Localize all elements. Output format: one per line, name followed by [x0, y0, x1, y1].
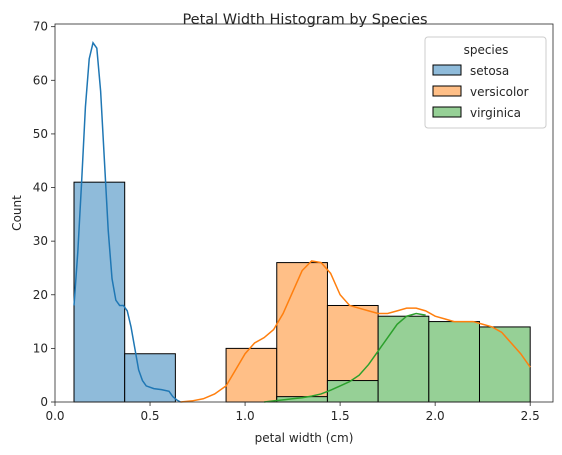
bar-virginica-6 [377, 315, 430, 403]
legend-frame [424, 36, 547, 129]
legend-swatch-setosa [432, 64, 462, 76]
bar-virginica-5 [326, 380, 379, 403]
bar-setosa-1 [124, 353, 176, 403]
legend-swatch-virginica [432, 106, 462, 118]
x-axis-label: petal width (cm) [255, 431, 354, 445]
y-tick-label: 20 [33, 288, 48, 302]
kde-line-virginica [263, 312, 426, 403]
x-tick-label: 2.5 [521, 409, 540, 423]
y-axis: 0 10 20 30 40 50 60 70 [33, 20, 55, 409]
x-tick-label: 0.5 [140, 409, 159, 423]
chart-title: Petal Width Histogram by Species [182, 12, 427, 28]
y-tick-label: 50 [33, 127, 48, 141]
x-tick-label: 0.0 [45, 409, 64, 423]
legend-label-virginica: virginica [470, 106, 521, 120]
kde-line-setosa [73, 40, 181, 403]
x-tick-label: 1.5 [331, 409, 350, 423]
legend: species setosa versicolor virginica [424, 36, 547, 129]
bar-virginica-7 [428, 321, 480, 403]
y-tick-label: 40 [33, 181, 48, 195]
x-axis: 0.0 0.5 1.0 1.5 2.0 2.5 [45, 402, 540, 423]
plot-frame [54, 23, 554, 403]
bar-versicolor-3 [225, 347, 278, 403]
y-axis-label: Count [10, 195, 24, 231]
legend-title: species [464, 43, 509, 57]
legend-label-setosa: setosa [470, 64, 509, 78]
y-tick-label: 0 [40, 395, 48, 409]
bar-setosa-0 [73, 181, 126, 403]
legend-label-versicolor: versicolor [470, 85, 529, 99]
y-tick-label: 70 [33, 20, 48, 34]
y-tick-label: 30 [33, 234, 48, 248]
bar-virginica-8 [478, 326, 531, 403]
x-tick-label: 1.0 [236, 409, 255, 423]
plot-area [73, 40, 531, 403]
legend-swatch-versicolor [432, 85, 462, 97]
y-tick-label: 10 [33, 341, 48, 355]
y-tick-label: 60 [33, 73, 48, 87]
kde-line-versicolor [180, 260, 531, 403]
x-tick-label: 2.0 [426, 409, 445, 423]
bar-versicolor-4 [276, 262, 328, 403]
